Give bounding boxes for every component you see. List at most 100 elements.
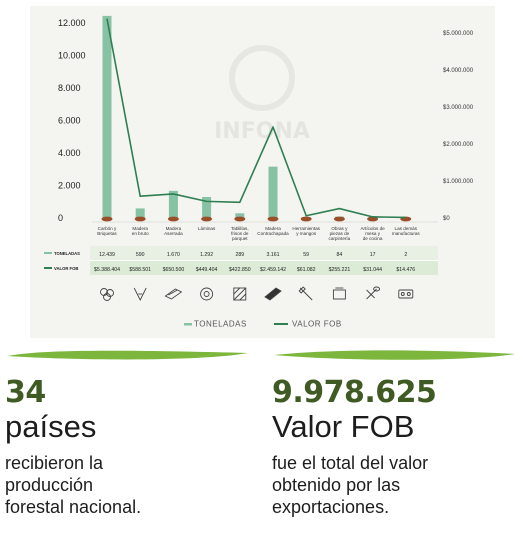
category-label: Briquetas — [97, 231, 117, 236]
table-value-valor-fob: $14.476 — [396, 267, 415, 273]
table-value-valor-fob: $650.500 — [163, 267, 185, 273]
bar-toneladas — [235, 213, 245, 218]
table-value-toneladas: 590 — [136, 252, 145, 258]
stat-countries: 34 países recibieron la producción fores… — [5, 348, 250, 518]
carpentry-icon — [332, 287, 346, 300]
y-axis-left-tick: 10.000 — [58, 51, 86, 61]
y-axis-left-tick: 2.000 — [58, 181, 81, 191]
bar-toneladas — [202, 197, 212, 218]
table-value-toneladas: 1.670 — [167, 252, 180, 258]
stat-description-line: exportaciones. — [272, 497, 390, 517]
tool-handle-icon — [298, 286, 313, 301]
y-axis-right-tick: $4.000.000 — [443, 68, 474, 74]
legend-label: VALOR FOB — [292, 320, 342, 329]
category-label: de cocina — [363, 236, 383, 241]
table-value-valor-fob: $2.459.142 — [260, 267, 286, 273]
bar-toneladas — [268, 166, 278, 218]
bar-base-marker — [333, 216, 345, 222]
category-label: Láminas — [198, 226, 216, 231]
table-value-toneladas: 289 — [235, 252, 244, 258]
table-value-toneladas: 17 — [370, 252, 376, 258]
category-label: Las demás — [395, 226, 418, 231]
legend-swatch-toneladas — [184, 323, 192, 326]
table-value-toneladas: 84 — [337, 252, 343, 258]
category-label: Madera — [166, 226, 182, 231]
kitchenware-icon — [366, 286, 381, 300]
table-value-toneladas: 3.161 — [267, 252, 280, 258]
table-row-valor-fob-bg — [90, 261, 438, 275]
y-axis-right-tick: $0 — [443, 216, 450, 222]
legend-label: TONELADAS — [194, 320, 247, 329]
bar-base-marker — [201, 216, 213, 222]
watermark-text: INFONA — [214, 119, 310, 144]
stat-value: 34 — [5, 375, 46, 410]
sawn-wood-icon — [164, 288, 183, 300]
y-axis-left-tick: 6.000 — [58, 116, 81, 126]
legend-swatch-valor-fob — [274, 323, 288, 325]
table-legend-swatch-toneladas — [44, 252, 52, 254]
category-label: parquet — [232, 236, 248, 241]
bar-base-marker — [267, 216, 279, 222]
bar-base-marker — [367, 216, 379, 222]
category-label: Tablillas, — [231, 226, 249, 231]
table-value-toneladas: 2 — [404, 252, 407, 258]
category-label: Carbón y — [98, 226, 117, 231]
y-axis-right-tick: $5.000.000 — [443, 31, 474, 37]
table-value-valor-fob: $588.501 — [129, 267, 151, 273]
line-valor-fob — [106, 18, 406, 219]
stat-unit: Valor FOB — [272, 409, 415, 444]
table-value-toneladas: 12.439 — [99, 252, 115, 258]
category-label: Artículos de — [360, 226, 385, 231]
green-brush-stroke — [7, 350, 248, 360]
category-label: frisos de — [231, 231, 249, 236]
category-label: y mangos — [296, 231, 317, 236]
bar-base-marker — [300, 216, 312, 222]
y-axis-left-tick: 4.000 — [58, 148, 81, 158]
table-value-valor-fob: $31.044 — [363, 267, 382, 273]
bar-toneladas — [102, 15, 112, 218]
stat-unit: países — [5, 409, 97, 444]
stat-fob-value: 9.978.625 Valor FOB fue el total del val… — [272, 348, 517, 518]
chart-panel: INFONA 12.000 10.000 8.000 6.000 4.000 2.000 0 $… — [30, 6, 495, 338]
veneer-icon — [200, 287, 214, 301]
stat-description-line: producción — [5, 475, 94, 495]
y-axis-right-tick: $3.000.000 — [443, 105, 474, 111]
plywood-icon — [264, 287, 282, 301]
stat-description: fue el total del valor obtenido por las … — [272, 452, 517, 518]
stat-description-line: obtenido por las — [272, 475, 401, 495]
category-label: mesa y — [365, 231, 381, 236]
stat-description-line: fue el total del valor — [272, 453, 429, 473]
export-chart: INFONA 12.000 10.000 8.000 6.000 4.000 2.000 0 $… — [44, 15, 474, 329]
stat-description-line: forestal nacional. — [5, 497, 142, 517]
log-icon — [133, 287, 147, 302]
category-label: Obras y — [331, 226, 348, 231]
bar-base-marker — [101, 216, 113, 222]
y-axis-left-tick: 0 — [58, 213, 63, 223]
category-label: piezas de — [330, 231, 350, 236]
stat-description-line: recibieron la — [5, 453, 104, 473]
table-row-label: TONELADAS — [54, 251, 80, 256]
table-legend-swatch-valor-fob — [44, 267, 52, 269]
bar-base-marker — [134, 216, 146, 222]
other-manufactures-icon — [398, 289, 414, 299]
watermark-logo-icon — [229, 45, 295, 111]
parquet-icon — [233, 287, 247, 301]
bar-base-marker — [234, 216, 246, 222]
stat-description: recibieron la producción forestal nacion… — [5, 452, 250, 518]
y-axis-right-tick: $1.000.000 — [443, 179, 474, 185]
category-label: manufacturas — [392, 231, 421, 236]
category-label: Madera — [265, 226, 281, 231]
category-label: Contrachapada — [257, 231, 289, 236]
table-row-toneladas-bg — [90, 246, 438, 260]
category-label: carpintería — [329, 236, 351, 241]
table-value-valor-fob: $449.404 — [196, 267, 218, 273]
y-axis-left-tick: 12.000 — [58, 18, 86, 28]
category-label: en bruto — [132, 231, 149, 236]
table-row-label: VALOR FOB — [54, 266, 78, 271]
y-axis-right-tick: $2.000.000 — [443, 142, 474, 148]
briquette-icon — [100, 288, 114, 301]
bar-toneladas — [135, 208, 145, 218]
table-value-valor-fob: $5.388.404 — [94, 267, 120, 273]
y-axis-left-tick: 8.000 — [58, 83, 81, 93]
green-brush-stroke — [274, 350, 515, 360]
